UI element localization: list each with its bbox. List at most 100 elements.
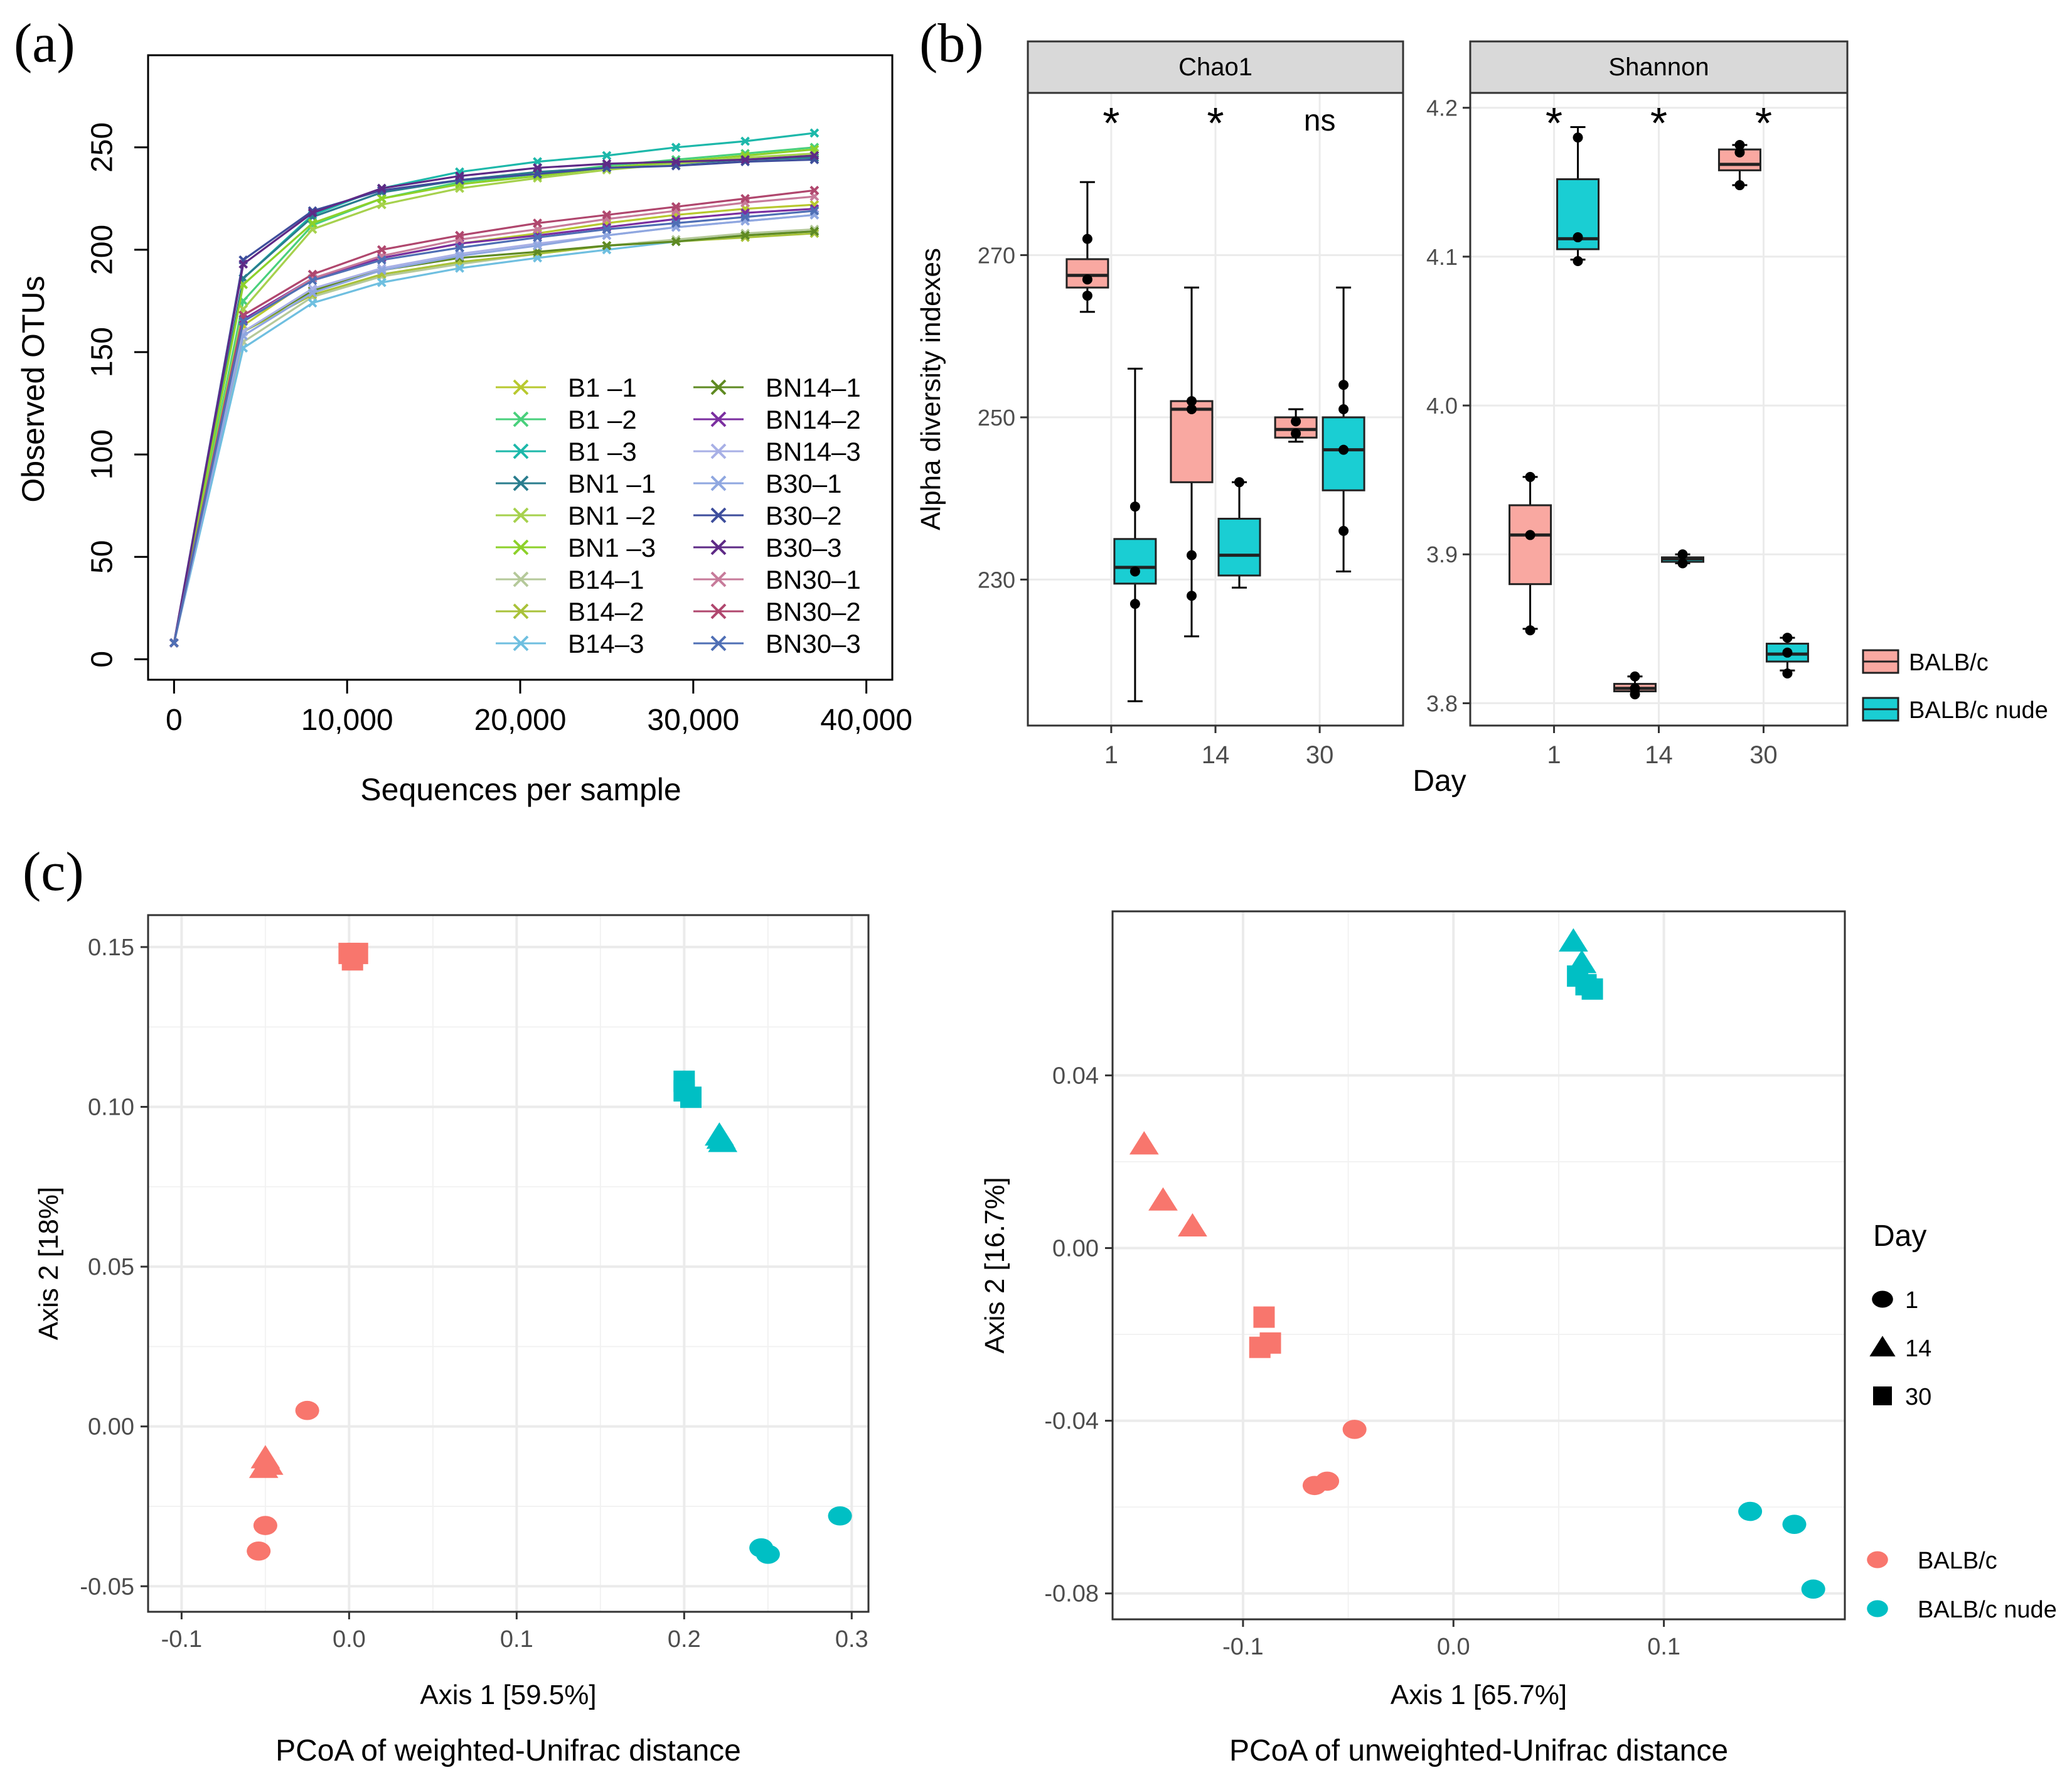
data-point — [602, 151, 612, 161]
scatter-points — [247, 943, 852, 1564]
legend-label: B30–3 — [766, 533, 841, 562]
data-point — [740, 193, 750, 203]
observation-point — [1630, 671, 1640, 682]
scatter-point — [706, 1125, 736, 1149]
observation-point — [1082, 291, 1092, 301]
data-point — [455, 263, 464, 273]
data-point — [671, 218, 681, 228]
legend-label: 30 — [1905, 1384, 1931, 1410]
observation-point — [1525, 625, 1535, 636]
observation-point — [1129, 566, 1140, 577]
series-15 — [169, 151, 820, 648]
y-axis-label: Alpha diversity indexes — [916, 248, 946, 530]
legend-item: BN30–3 — [693, 629, 861, 658]
x-tick-label: 30 — [1749, 741, 1778, 769]
y-tick-label: 4.0 — [1426, 393, 1458, 419]
x-tick-label: -0.1 — [1222, 1634, 1263, 1660]
observation-point — [1187, 396, 1197, 407]
observation-point — [1338, 380, 1349, 390]
observation-point — [1734, 180, 1745, 191]
legend-label: BALB/c nude — [1909, 697, 2048, 724]
series-line — [173, 154, 814, 643]
observation-point — [1734, 140, 1745, 151]
data-point — [376, 265, 387, 275]
legend-item: BN30–2 — [693, 597, 861, 626]
data-point — [376, 245, 387, 255]
legend-item: B14–2 — [496, 597, 644, 626]
legend-label: BN1 –1 — [568, 469, 656, 498]
data-point — [455, 251, 464, 261]
significance-label: * — [1207, 99, 1224, 147]
y-tick-label: 50 — [86, 540, 119, 574]
legend-item: B1 –3 — [496, 437, 637, 466]
scatter-point — [828, 1506, 852, 1526]
scatter-point — [248, 1454, 279, 1478]
legend-marker — [513, 571, 529, 587]
panel-letter-b: (b) — [919, 13, 984, 74]
legend-item: BN30–1 — [693, 565, 861, 594]
legend-item: B1 –2 — [496, 405, 637, 434]
legend-item: B30–1 — [693, 469, 841, 498]
data-point — [238, 316, 248, 326]
legend-title: Day — [1873, 1220, 1926, 1253]
legend-label: B14–2 — [568, 597, 644, 626]
significance-label: * — [1546, 99, 1562, 147]
legend-marker — [710, 571, 727, 587]
chart-b-shannon: Shannon* * *3.83.94.04.14.21 14 30DayBALB/cB… — [1412, 40, 2048, 798]
observation-point — [1291, 416, 1301, 427]
legend-marker — [513, 507, 529, 523]
data-point — [671, 142, 681, 153]
legend-c: Day 1 14 30 BALB/c BALB/c nude — [1867, 1220, 2057, 1623]
box-14-nude — [1217, 477, 1261, 589]
data-point — [307, 276, 318, 286]
x-tick-label: 0.1 — [500, 1626, 533, 1653]
legend-label: BN14–3 — [766, 437, 861, 466]
data-point — [740, 136, 750, 146]
legend-label: B30–2 — [766, 501, 841, 530]
x-axis-label: Axis 1 [65.7%] — [1391, 1680, 1567, 1710]
significance-label: * — [1755, 99, 1772, 147]
box-30-nude — [1765, 633, 1809, 678]
series-lines — [169, 128, 820, 648]
legend-label: B1 –3 — [568, 437, 637, 466]
data-point — [307, 206, 318, 216]
legend-label: BN30–1 — [766, 565, 861, 594]
y-tick-label: -0.08 — [1044, 1581, 1099, 1607]
panel-letter-a: (a) — [14, 13, 75, 74]
series-line — [173, 210, 815, 643]
legend-label: 14 — [1905, 1336, 1931, 1362]
box — [1113, 538, 1157, 585]
scatter-point — [1559, 928, 1588, 952]
x-tick-label: 20,000 — [474, 704, 567, 737]
legend-label: BALB/c nude — [1918, 1597, 2057, 1623]
observation-point — [1338, 404, 1349, 414]
box-30-nude — [1322, 286, 1365, 572]
scatter-point — [1129, 1131, 1159, 1155]
x-tick-label: 0.2 — [668, 1626, 701, 1653]
scatter-point — [756, 1545, 780, 1564]
legend-marker — [513, 635, 529, 651]
data-point — [307, 208, 318, 218]
legend-item: B30–3 — [693, 533, 841, 562]
box-1-nude — [1113, 367, 1157, 702]
legend-marker — [513, 411, 529, 427]
scatter-point — [341, 949, 363, 971]
legend-color — [1867, 1600, 1888, 1617]
y-axis-label: Observed OTUs — [16, 276, 51, 502]
x-tick-label: 14 — [1202, 741, 1230, 769]
x-tick-label: 0.0 — [333, 1626, 366, 1653]
box-14-nude — [1661, 549, 1704, 569]
data-point — [533, 218, 542, 228]
data-point — [671, 157, 681, 167]
legend-marker — [513, 443, 529, 459]
observation-point — [1234, 477, 1244, 488]
data-point — [809, 206, 820, 216]
y-tick-label: 100 — [86, 429, 119, 480]
data-point — [809, 185, 820, 195]
scatter-point — [1253, 1306, 1275, 1328]
legend-label: BN14–1 — [766, 373, 861, 402]
observation-point — [1782, 668, 1793, 678]
legend-item: BN1 –1 — [496, 469, 656, 498]
y-tick-label: 0.04 — [1052, 1063, 1099, 1089]
data-point — [307, 298, 318, 308]
